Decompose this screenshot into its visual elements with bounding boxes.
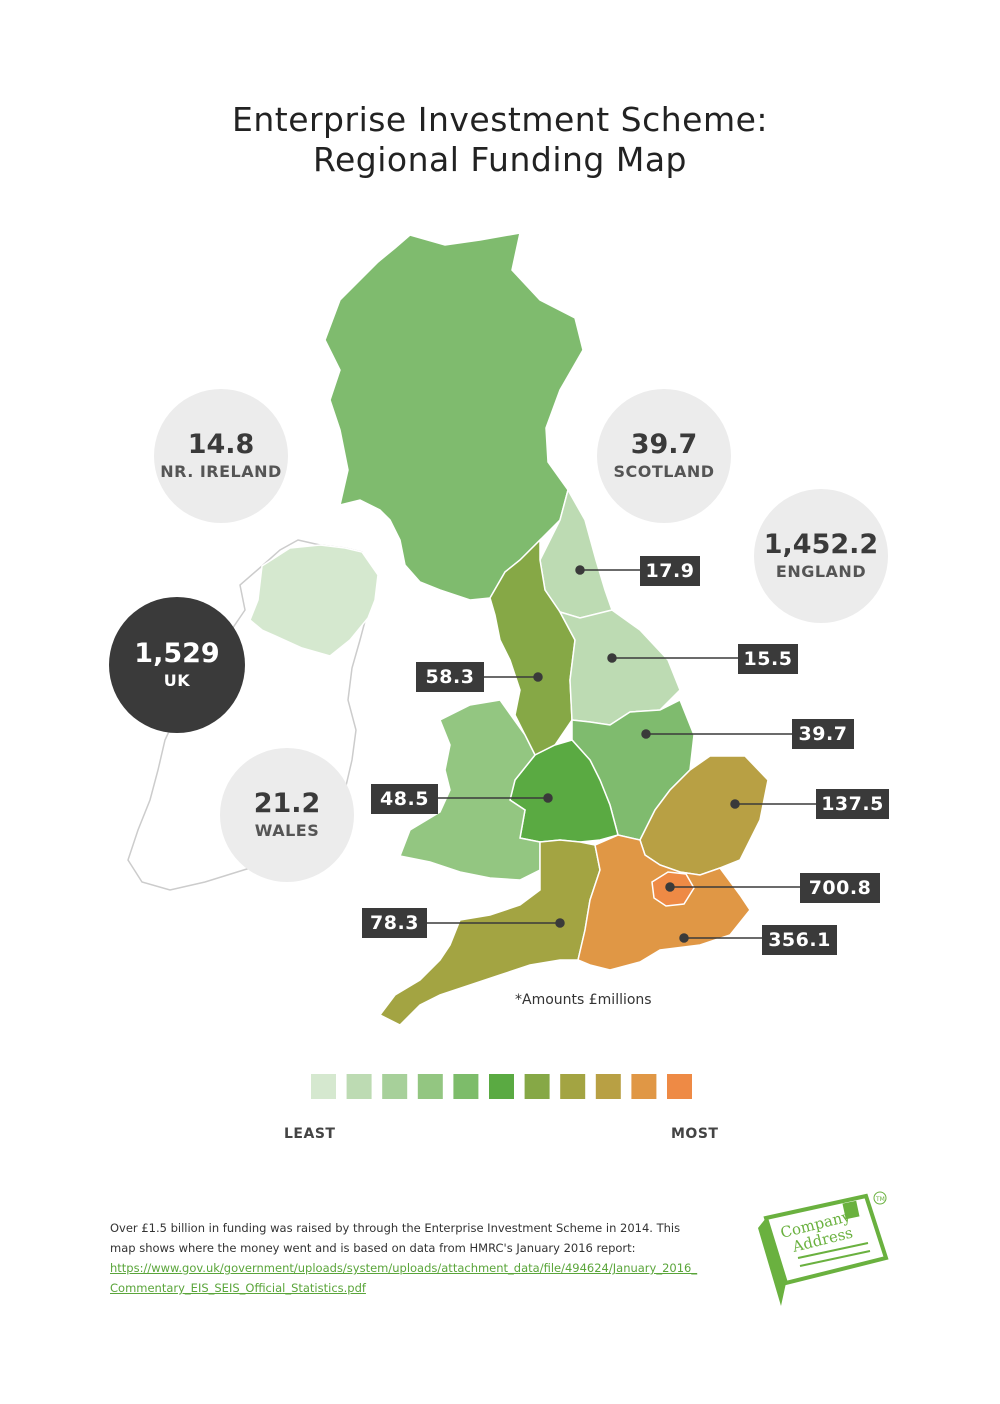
legend-swatch-9 [595,1074,621,1099]
callout-leaders [427,565,816,943]
callout-east-of-england: 137.5 [816,789,889,819]
footer-text: Over £1.5 billion in funding was raised … [110,1218,700,1298]
dot-east-of-england [730,799,740,809]
legend-swatch-7 [524,1074,550,1099]
circle-wales: 21.2 WALES [220,748,354,882]
circle-england-value: 1,452.2 [763,529,879,560]
legend-swatch-4 [417,1074,443,1099]
logo-stamp [842,1200,860,1220]
legend-most-label: MOST [671,1126,719,1142]
region-wales [398,699,541,881]
title-line-2: Regional Funding Map [313,140,687,179]
callout-north-west: 58.3 [416,662,484,692]
circle-uk-label: UK [163,671,191,690]
circle-england-label: ENGLAND [775,562,867,581]
circle-nireland-label: NR. IRELAND [160,462,282,481]
callout-west-midlands: 48.5 [371,784,438,814]
dot-north-east [575,565,585,575]
circle-uk-value: 1,529 [134,638,220,669]
callout-north-east: 17.9 [640,556,700,586]
logo-tm: TM [875,1196,885,1203]
legend-swatches [311,1074,692,1099]
callout-south-west: 78.3 [362,908,427,938]
legend-swatch-11 [667,1074,692,1099]
circle-scotland-label: SCOTLAND [613,462,715,481]
logo-line-2 [799,1250,871,1267]
page-title: Enterprise Investment Scheme: Regional F… [0,100,1000,180]
dot-yorkshire [607,653,617,663]
legend-swatch-2 [346,1074,372,1099]
logo-envelope [758,1193,889,1306]
callout-yorkshire: 15.5 [738,644,798,674]
logo-tm-circle [873,1191,887,1205]
uk-map [127,232,816,1099]
circle-nireland-value: 14.8 [187,429,255,460]
circle-england: 1,452.2 ENGLAND [754,489,888,623]
dot-london [665,882,675,892]
amounts-note: *Amounts £millions [515,992,652,1008]
dot-east-midlands [641,729,651,739]
legend-swatch-1 [311,1074,336,1099]
footer-line-2: map shows where the money went and is ba… [110,1241,636,1255]
dot-south-west [555,918,565,928]
legend-swatch-3 [382,1074,408,1099]
circle-scotland: 39.7 SCOTLAND [597,389,731,523]
legend-swatch-6 [489,1074,514,1099]
footer-link[interactable]: https://www.gov.uk/government/uploads/sy… [110,1261,698,1295]
region-yorkshire [558,609,681,726]
callout-south-east: 356.1 [762,925,837,955]
logo-line-1 [797,1242,869,1259]
dot-west-midlands [543,793,553,803]
company-address-logo: Company Address TM [758,1191,889,1306]
circle-uk: 1,529 UK [109,597,245,733]
legend-least-label: LEAST [284,1126,336,1142]
region-northern-ireland [249,544,379,657]
callout-east-midlands: 39.7 [792,719,854,749]
region-scotland [324,232,584,601]
dot-north-west [533,672,543,682]
dot-south-east [679,933,689,943]
legend-swatch-10 [631,1074,657,1099]
callout-london: 700.8 [800,873,880,903]
legend-swatch-8 [560,1074,586,1099]
logo-envelope-flap [758,1218,786,1306]
circle-nireland: 14.8 NR. IRELAND [154,389,288,523]
circle-scotland-value: 39.7 [630,429,698,460]
circle-wales-label: WALES [254,821,320,840]
footer-line-1: Over £1.5 billion in funding was raised … [110,1221,681,1235]
circle-wales-value: 21.2 [253,788,321,819]
legend-swatch-5 [453,1074,479,1099]
title-line-1: Enterprise Investment Scheme: [231,100,769,139]
